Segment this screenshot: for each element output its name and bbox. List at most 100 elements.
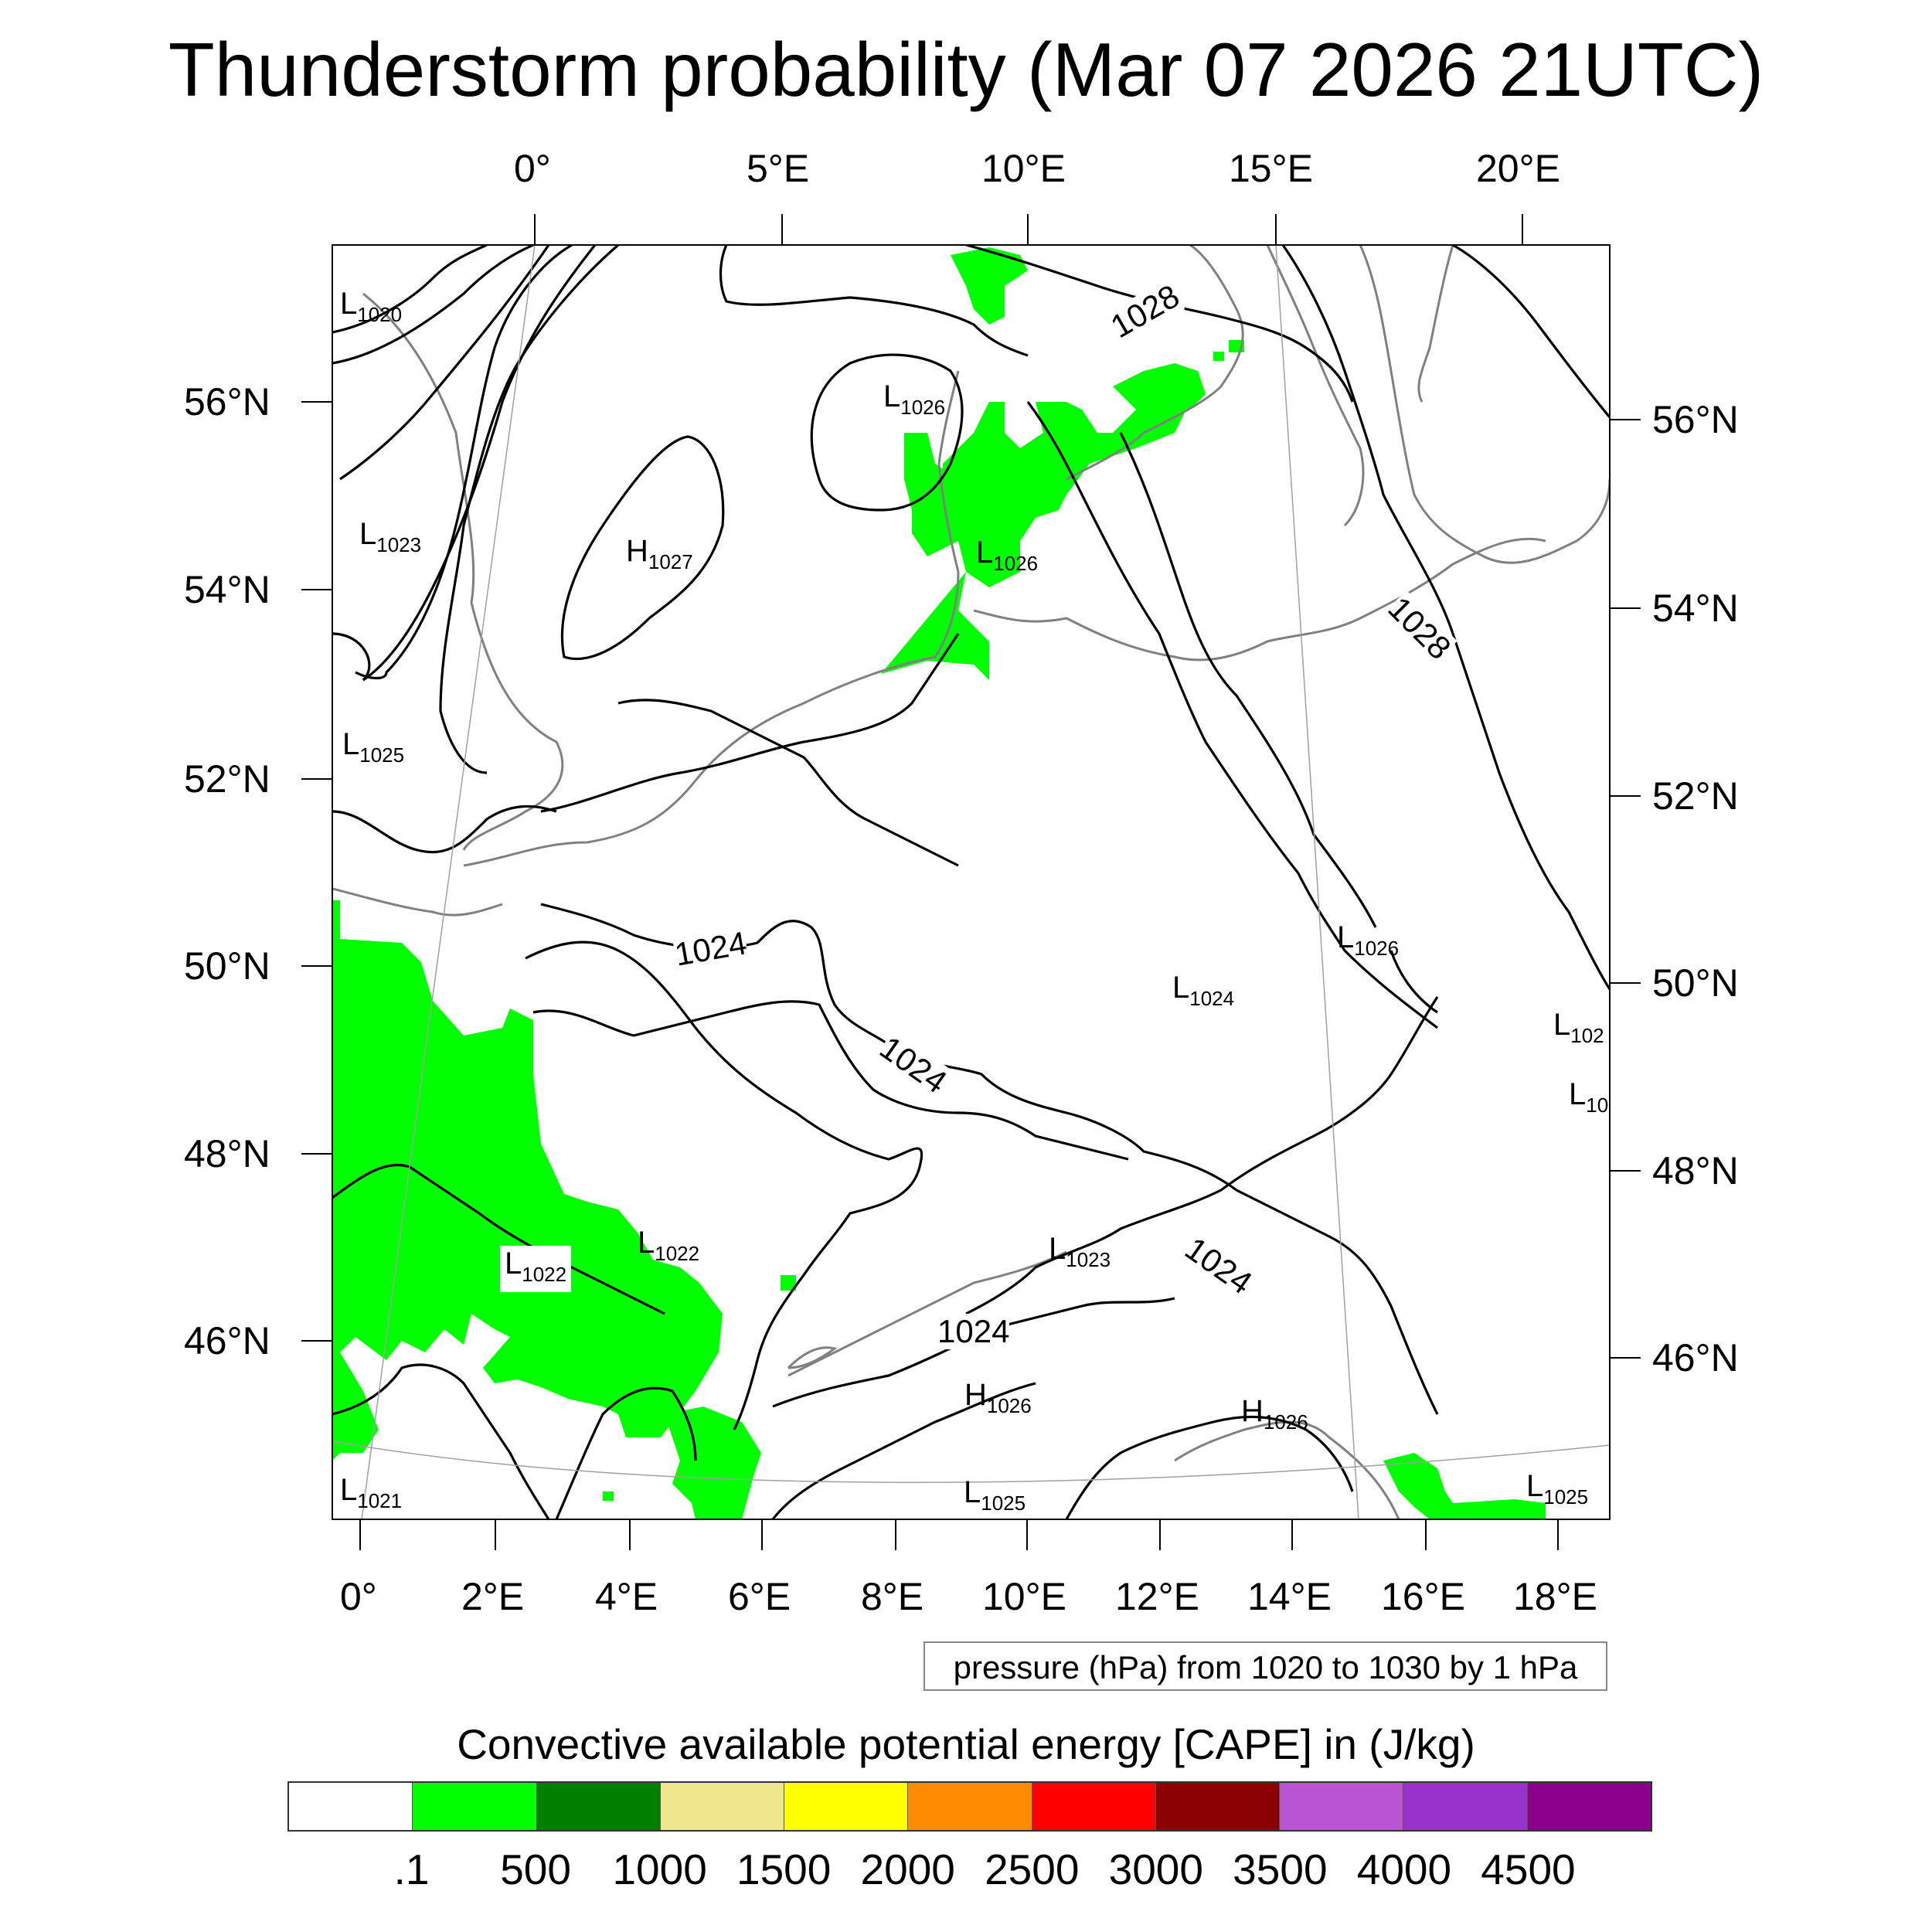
colorbar-label: 1500 bbox=[736, 1845, 832, 1893]
bottom-lon-label: 8°E bbox=[861, 1575, 924, 1618]
cape-area-speck-4 bbox=[603, 1492, 614, 1501]
colorbar-label: 1000 bbox=[612, 1845, 707, 1893]
colorbar-label: 4500 bbox=[1481, 1845, 1576, 1893]
isobar-1028-east-b bbox=[1452, 245, 1610, 419]
isobar-1022-southwest bbox=[332, 1163, 665, 1315]
coast-italy-north bbox=[787, 1250, 1067, 1377]
pressure-center-label: L102 bbox=[1553, 1008, 1604, 1047]
pressure-center-label: L1025 bbox=[1526, 1469, 1589, 1509]
isobar-1024-mid bbox=[532, 1000, 1129, 1161]
colorbar-label: .1 bbox=[393, 1845, 430, 1893]
isobar-south-2 bbox=[771, 1382, 1036, 1519]
meridian-15e bbox=[1275, 245, 1359, 1519]
bottom-lon-label: 4°E bbox=[595, 1575, 658, 1618]
pressure-center-label: H1026 bbox=[1241, 1394, 1308, 1434]
isobar-1021-southwest bbox=[332, 1363, 550, 1519]
colorbar-swatch bbox=[1155, 1783, 1280, 1830]
pressure-legend: pressure (hPa) from 1020 to 1030 by 1 hP… bbox=[923, 1641, 1607, 1691]
pressure-center-label: L1026 bbox=[1337, 920, 1400, 960]
pressure-center-label: L1020 bbox=[340, 287, 403, 326]
coast-adriatic bbox=[1174, 1420, 1400, 1519]
colorbar-swatch bbox=[784, 1783, 908, 1830]
top-lon-label: 5°E bbox=[747, 147, 810, 190]
pressure-center-label: L1025 bbox=[964, 1475, 1026, 1515]
coast-continent-north bbox=[463, 571, 960, 867]
cape-shading bbox=[332, 247, 1546, 1519]
isobar-1025-west bbox=[332, 804, 557, 854]
pressure-center-label: H1026 bbox=[964, 1378, 1032, 1417]
left-lat-label: 54°N bbox=[184, 568, 270, 611]
cape-area-speck-3 bbox=[781, 1275, 796, 1291]
bottom-lon-label: 12°E bbox=[1115, 1575, 1199, 1618]
coast-baltic-east bbox=[1359, 245, 1610, 564]
colorbar-label: 4000 bbox=[1356, 1845, 1452, 1893]
right-lat-label: 56°N bbox=[1652, 398, 1739, 441]
colorbar-label: 3500 bbox=[1233, 1845, 1328, 1893]
pressure-center-label: L1026 bbox=[976, 536, 1039, 575]
colorbar-swatch bbox=[1526, 1783, 1651, 1830]
isobar-1021-nw bbox=[332, 245, 534, 365]
cape-area-north-sea bbox=[881, 386, 1190, 680]
isobar-1024-nw bbox=[355, 245, 573, 680]
colorbar-swatch bbox=[907, 1783, 1032, 1830]
colorbar-label: 500 bbox=[500, 1845, 571, 1893]
colorbar-label: 3000 bbox=[1108, 1845, 1203, 1893]
pressure-center-label: L1024 bbox=[1172, 971, 1235, 1010]
top-lon-label: 20°E bbox=[1476, 147, 1560, 190]
pressure-center-label: L1025 bbox=[342, 727, 405, 767]
colorbar-swatch bbox=[1279, 1783, 1403, 1830]
coast-baltic-south bbox=[973, 537, 1546, 662]
isobar-1020-nw bbox=[332, 245, 488, 334]
bottom-lon-label: 2°E bbox=[461, 1575, 525, 1618]
right-lat-label: 54°N bbox=[1652, 587, 1739, 630]
coast-gotland bbox=[1417, 245, 1454, 403]
isobar-north-band bbox=[719, 245, 1029, 357]
isobar-1024-east bbox=[617, 699, 959, 867]
right-lat-label: 50°N bbox=[1652, 961, 1739, 1005]
coast-sweden-south bbox=[1066, 245, 1244, 481]
isobars bbox=[332, 245, 1610, 1519]
isobar-1024-center bbox=[525, 940, 923, 1430]
graticule bbox=[332, 245, 1610, 1519]
left-lat-label: 52°N bbox=[184, 757, 270, 801]
isobar-1022-nw bbox=[339, 245, 550, 481]
left-lat-label: 50°N bbox=[184, 944, 270, 988]
tick-marks bbox=[301, 214, 1641, 1550]
pressure-center-label: L1023 bbox=[1049, 1232, 1111, 1271]
pressure-center-label: H1027 bbox=[626, 534, 693, 573]
isobar-north-sea-1 bbox=[439, 245, 620, 774]
left-lat-label: 56°N bbox=[184, 380, 270, 423]
isobar-1028-east-a bbox=[1281, 245, 1610, 990]
colorbar bbox=[287, 1781, 1652, 1832]
colorbar-swatch bbox=[1031, 1783, 1155, 1830]
coast-jutland-west bbox=[937, 370, 960, 573]
cape-area-sweden-south bbox=[1113, 363, 1206, 410]
isobar-label: 1024 bbox=[937, 1313, 1010, 1349]
isobar-1026-center bbox=[1026, 401, 1438, 1029]
bottom-lon-label: 6°E bbox=[728, 1575, 791, 1618]
cape-area-alps-south bbox=[665, 1406, 761, 1519]
isobar-low-1026 bbox=[810, 353, 964, 512]
meridian-0 bbox=[361, 245, 536, 1519]
isobar-south-1 bbox=[555, 1386, 697, 1519]
pressure-center-label: L1022 bbox=[638, 1226, 700, 1265]
right-lat-label: 48°N bbox=[1652, 1149, 1739, 1192]
isobar-1026-east-loop bbox=[1389, 950, 1438, 1014]
left-lat-label: 46°N bbox=[184, 1319, 270, 1362]
coast-britain-east bbox=[362, 292, 564, 851]
coast-sweden-east bbox=[1266, 245, 1365, 527]
colorbar-label: 2000 bbox=[860, 1845, 955, 1893]
pressure-center-label: L1023 bbox=[359, 517, 422, 556]
top-lon-label: 15°E bbox=[1229, 147, 1313, 190]
right-lat-label: 46°N bbox=[1652, 1336, 1739, 1379]
bottom-lon-label: 16°E bbox=[1381, 1575, 1465, 1618]
bottom-lon-label: 0° bbox=[340, 1575, 377, 1618]
colorbar-label: 2500 bbox=[985, 1845, 1080, 1893]
pressure-center-label: L10 bbox=[1569, 1077, 1609, 1117]
pressure-center-label: L1026 bbox=[883, 379, 946, 419]
top-lon-label: 10°E bbox=[981, 147, 1066, 190]
colorbar-swatch bbox=[536, 1783, 660, 1830]
colorbar-swatch bbox=[289, 1783, 413, 1830]
coastlines bbox=[332, 245, 1610, 1519]
bottom-lon-label: 14°E bbox=[1247, 1575, 1332, 1618]
